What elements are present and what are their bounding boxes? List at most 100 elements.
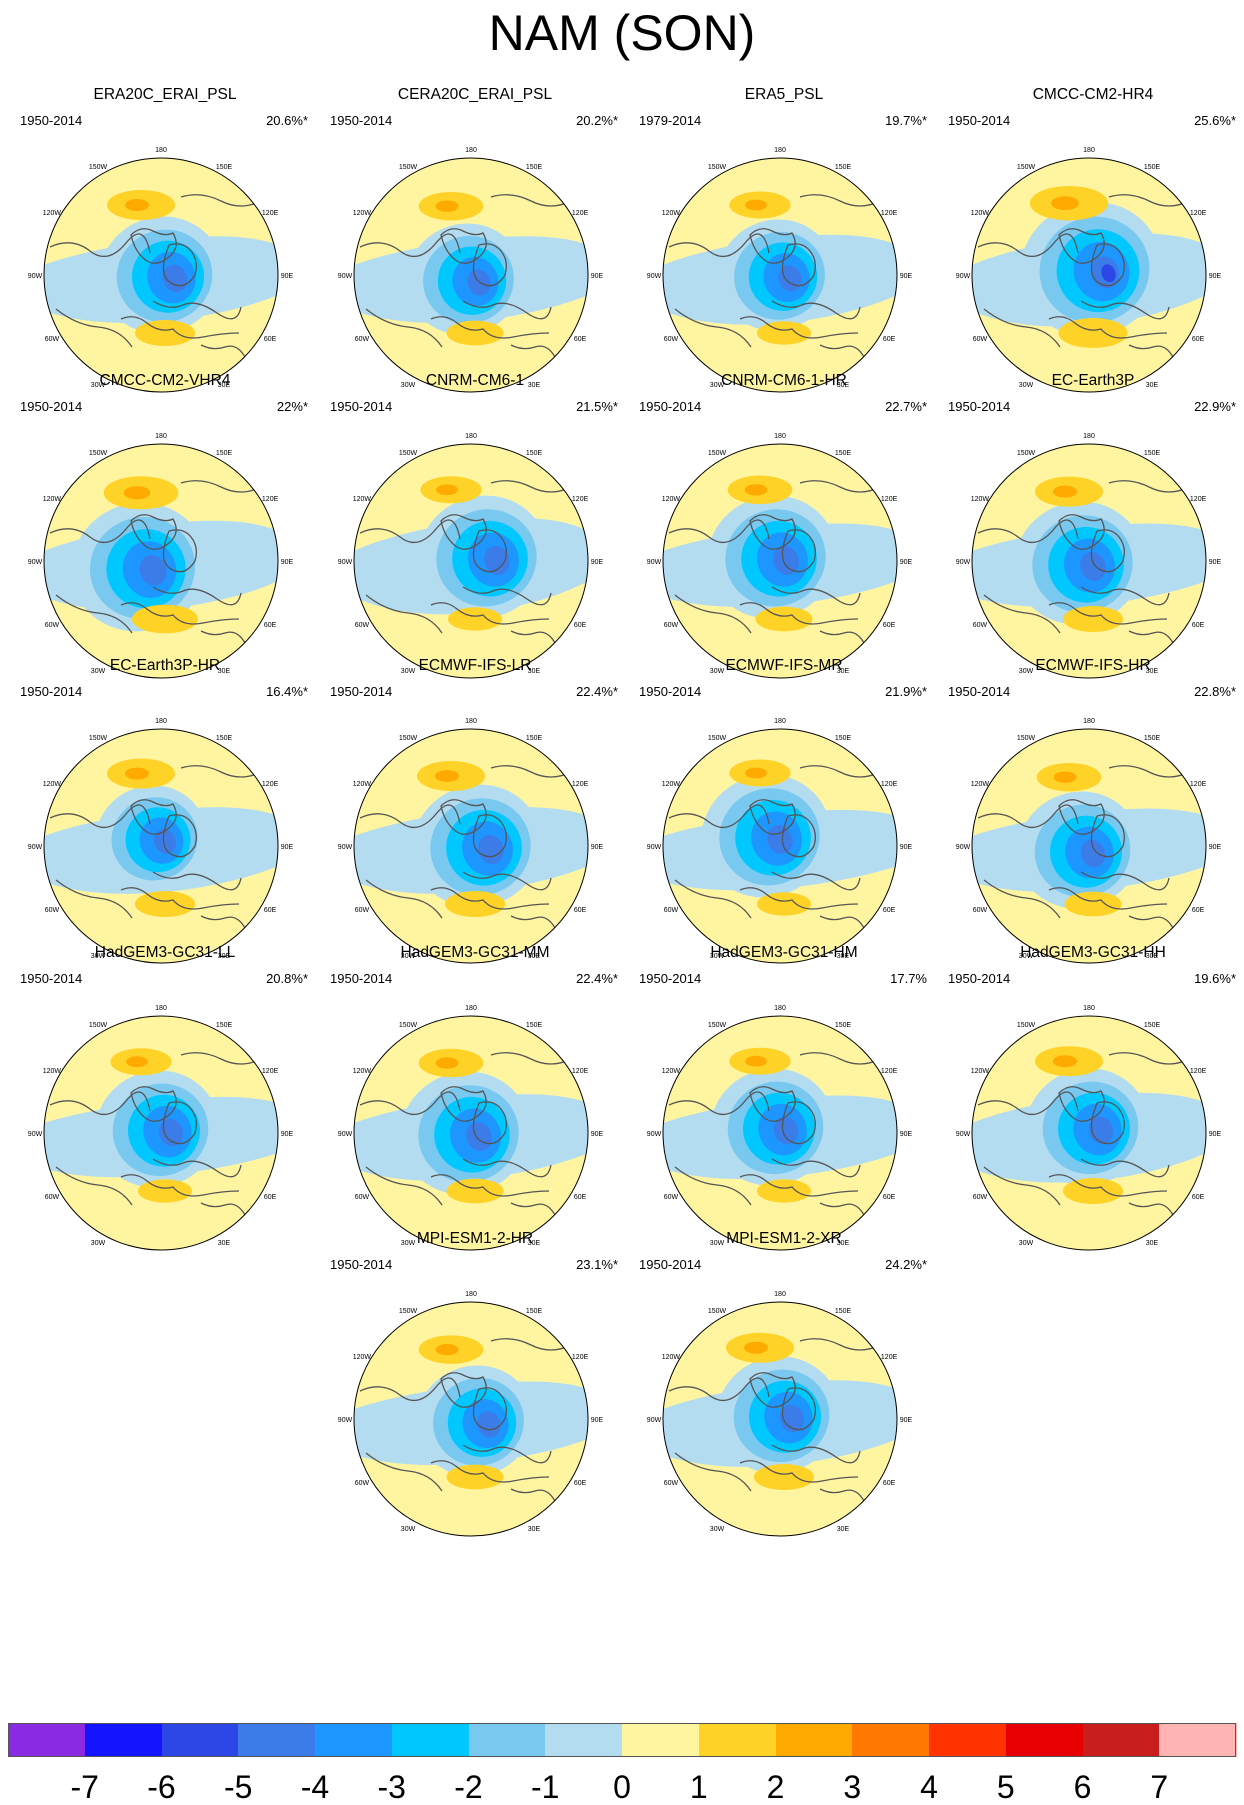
longitude-label: 120E	[881, 1068, 898, 1075]
coastline	[1058, 514, 1105, 550]
panel-period: 1950-2014	[330, 971, 393, 986]
polar-map: 180150E120E90E60E30E030W60W90W120W150W	[956, 433, 1222, 679]
longitude-label: 90W	[956, 1131, 971, 1138]
longitude-label: 180	[774, 1005, 786, 1012]
polar-low-contour	[478, 834, 504, 864]
longitude-label: 30W	[91, 953, 106, 960]
longitude-label: 150E	[1144, 1022, 1161, 1029]
coastline	[200, 915, 246, 929]
coastline	[977, 233, 1079, 258]
longitude-label: 30W	[401, 1240, 416, 1247]
coastline	[365, 594, 443, 634]
longitude-label: 120W	[662, 1068, 681, 1075]
panel-period: 1950-2014	[639, 684, 702, 699]
panel-title: ERA20C_ERAI_PSL	[93, 86, 237, 103]
longitude-label: 30E	[1146, 1240, 1159, 1247]
panel-period: 1950-2014	[20, 971, 83, 986]
panel-period: 1950-2014	[330, 1257, 393, 1272]
longitude-label: 150W	[708, 735, 727, 742]
pacific-high-core	[126, 1056, 148, 1068]
longitude-label: 30W	[401, 382, 416, 389]
map-panel: 180150E120E90E60E30E030W60W90W120W150WCN…	[330, 372, 620, 682]
longitude-label: 180	[155, 1005, 167, 1012]
longitude-label: 150W	[399, 450, 418, 457]
coastline	[430, 1460, 550, 1483]
longitude-label: 120E	[881, 210, 898, 217]
map-panel: 180150E120E90E60E30E030W60W90W120W150WHa…	[948, 944, 1238, 1254]
colorbar-tick-label: -3	[377, 1769, 406, 1805]
coastline	[430, 316, 550, 339]
longitude-label: 180	[155, 433, 167, 440]
colorbar-tick-label: -2	[454, 1769, 483, 1805]
coastline	[462, 586, 552, 606]
longitude-label: 90E	[281, 1131, 294, 1138]
atlantic-high	[757, 892, 811, 916]
longitude-label: 30E	[218, 668, 231, 675]
coastline	[799, 765, 881, 778]
longitude-label: 60W	[973, 622, 988, 629]
atlantic-high	[1064, 891, 1122, 917]
coastline	[162, 243, 197, 287]
longitude-label: 90E	[1209, 1131, 1222, 1138]
polar-map: 180150E120E90E60E30E030W60W90W120W150W	[956, 1005, 1222, 1251]
polar-low-contour	[1080, 839, 1106, 868]
coastline	[819, 1488, 865, 1502]
longitude-label: 150E	[835, 450, 852, 457]
longitude-label: 90W	[338, 844, 353, 851]
coastline	[668, 1091, 770, 1116]
coastline	[440, 228, 487, 264]
coastline	[1058, 799, 1105, 835]
coastline	[771, 300, 861, 320]
colorbar-cell	[852, 1723, 930, 1757]
coastline	[799, 1338, 881, 1351]
coastline	[180, 1052, 262, 1065]
longitude-label: 90E	[900, 559, 913, 566]
coastline	[749, 1372, 796, 1408]
colorbar-cell	[238, 1723, 316, 1757]
pacific-high-core	[745, 767, 767, 779]
atlantic-high	[1058, 318, 1128, 348]
panel-variance: 17.7%	[890, 971, 927, 986]
polar-map: 180150E120E90E60E30E030W60W90W120W150W	[28, 718, 294, 964]
atlantic-high	[755, 606, 813, 632]
longitude-label: 120E	[262, 496, 279, 503]
coastline	[1090, 529, 1125, 573]
longitude-label: 30E	[837, 1526, 850, 1533]
longitude-label: 90W	[647, 844, 662, 851]
longitude-label: 150E	[835, 1308, 852, 1315]
longitude-label: 180	[155, 147, 167, 154]
longitude-label: 60E	[883, 1480, 896, 1487]
polar-low-contour	[484, 545, 510, 575]
colorbar-cell	[545, 1723, 623, 1757]
pacific-high-core	[1053, 1055, 1077, 1068]
longitude-label: 90W	[28, 273, 43, 280]
coastline	[771, 1444, 861, 1464]
longitude-label: 60E	[574, 1480, 587, 1487]
atlantic-high	[1063, 1178, 1123, 1204]
longitude-label: 120W	[662, 1354, 681, 1361]
longitude-label: 150W	[708, 450, 727, 457]
longitude-label: 30W	[1019, 953, 1034, 960]
longitude-label: 120W	[43, 210, 62, 217]
coastline	[130, 1086, 177, 1122]
coastline	[749, 228, 796, 264]
coastline	[162, 529, 197, 573]
coastline	[819, 630, 865, 644]
longitude-label: 90W	[28, 844, 43, 851]
longitude-label: 30W	[710, 1240, 725, 1247]
colorbar-cell	[8, 1723, 86, 1757]
longitude-label: 120E	[572, 1354, 589, 1361]
map-boundary	[971, 157, 1207, 393]
longitude-label: 30W	[91, 1240, 106, 1247]
longitude-label: 30E	[528, 953, 541, 960]
map-boundary	[662, 443, 898, 679]
panel-period: 1950-2014	[20, 399, 83, 414]
coastline	[771, 1158, 861, 1178]
longitude-label: 60E	[1192, 336, 1205, 343]
longitude-label: 180	[465, 433, 477, 440]
coastline	[510, 1488, 556, 1502]
coastline	[462, 1158, 552, 1178]
map-panel: 180150E120E90E60E30E030W60W90W120W150WHa…	[20, 944, 310, 1254]
longitude-label: 150E	[1144, 450, 1161, 457]
longitude-label: 90E	[591, 1131, 604, 1138]
